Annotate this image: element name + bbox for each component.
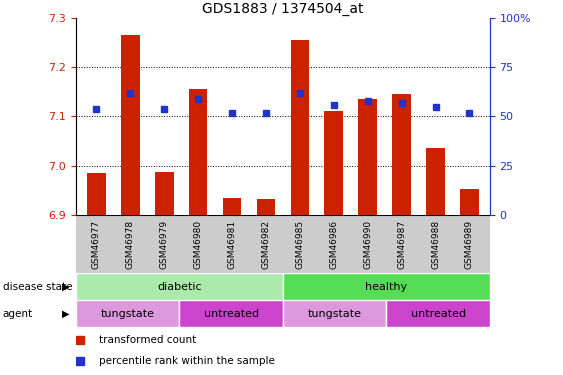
Bar (180, 300, 283, 327)
Bar (283, 273, 490, 300)
Text: untreated: untreated (204, 309, 259, 319)
Bar (291, 40, 309, 215)
Text: GSM46980: GSM46980 (194, 219, 203, 268)
Text: transformed count: transformed count (99, 335, 196, 345)
Text: GSM46977: GSM46977 (92, 219, 101, 268)
Bar (283, 300, 386, 327)
Bar (257, 199, 275, 215)
Bar (359, 99, 377, 215)
Bar (460, 189, 479, 215)
Text: percentile rank within the sample: percentile rank within the sample (99, 356, 275, 366)
Text: disease state: disease state (3, 282, 72, 291)
Text: tungstate: tungstate (101, 309, 155, 319)
Text: untreated: untreated (410, 309, 466, 319)
Text: diabetic: diabetic (157, 282, 202, 291)
Text: healthy: healthy (365, 282, 408, 291)
Text: GSM46989: GSM46989 (465, 219, 474, 268)
Text: GSM46988: GSM46988 (431, 219, 440, 268)
Text: GSM46990: GSM46990 (363, 219, 372, 268)
Text: GSM46987: GSM46987 (397, 219, 406, 268)
Bar (121, 35, 140, 215)
Text: GSM46986: GSM46986 (329, 219, 338, 268)
Title: GDS1883 / 1374504_at: GDS1883 / 1374504_at (202, 2, 364, 16)
Bar (155, 172, 173, 215)
Text: tungstate: tungstate (307, 309, 361, 319)
Bar (76, 273, 283, 300)
Bar (223, 198, 242, 215)
Bar (87, 173, 106, 215)
Text: GSM46985: GSM46985 (296, 219, 305, 268)
Text: GSM46978: GSM46978 (126, 219, 135, 268)
Text: ▶: ▶ (62, 309, 69, 319)
Text: GSM46982: GSM46982 (261, 219, 270, 268)
Bar (189, 89, 207, 215)
Bar (76, 300, 180, 327)
Bar (324, 111, 343, 215)
Text: ▶: ▶ (62, 282, 69, 291)
Text: GSM46979: GSM46979 (160, 219, 169, 268)
Text: agent: agent (3, 309, 33, 319)
Bar (426, 148, 445, 215)
Text: GSM46981: GSM46981 (227, 219, 236, 268)
Bar (392, 94, 411, 215)
Bar (386, 300, 490, 327)
